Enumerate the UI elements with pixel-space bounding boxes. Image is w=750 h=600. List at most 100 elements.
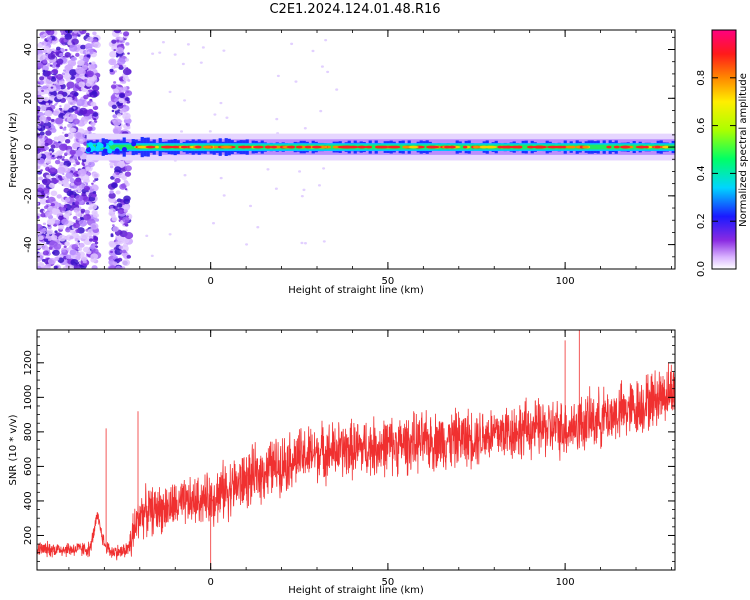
spectrogram-noise-point xyxy=(56,194,62,199)
spectrogram-noise-point xyxy=(37,266,42,269)
colorbar-tick-label: 0.2 xyxy=(696,213,707,229)
spectrogram-noise-point xyxy=(41,89,44,92)
spectrogram-noise-point xyxy=(46,263,51,268)
spectrogram-noise-point xyxy=(61,72,66,76)
spectrogram-noise-point xyxy=(44,110,53,117)
spectrogram-noise-point xyxy=(114,248,123,256)
carrier-peak-spot xyxy=(137,145,147,149)
spectrogram-noise-point xyxy=(112,226,119,232)
spectrogram-noise-point xyxy=(74,237,79,242)
spectrogram-halo-point xyxy=(335,88,339,91)
spectrogram-noise-point xyxy=(40,169,43,172)
spectrogram-noise-point xyxy=(90,118,94,121)
spectrogram-noise-point xyxy=(92,180,96,183)
spectrogram-marks xyxy=(37,30,675,269)
spectrogram-noise-point xyxy=(126,215,129,218)
carrier-peak-spot xyxy=(382,145,389,149)
spectrogram-noise-point xyxy=(45,211,51,217)
spectrogram-noise-point xyxy=(95,218,100,222)
carrier-peak-spot xyxy=(387,145,398,149)
spectrogram-noise-point xyxy=(63,115,67,119)
spectrogram-noise-point xyxy=(57,179,65,185)
spectrogram-noise-point xyxy=(69,235,74,240)
spectrogram-noise-point xyxy=(50,123,54,127)
spectrogram-noise-point xyxy=(38,176,44,181)
spectrogram-noise-point xyxy=(85,191,90,196)
spectrogram-halo-point xyxy=(161,41,165,44)
spectrogram-noise-point xyxy=(41,266,45,269)
spectrogram-noise-point xyxy=(117,58,126,66)
spectrogram-noise-point xyxy=(54,219,61,225)
carrier-peak-spot xyxy=(565,145,575,149)
spectrogram-noise-point xyxy=(109,190,114,194)
spectrogram-noise-point xyxy=(111,109,115,113)
spectrogram-noise-point xyxy=(116,161,126,169)
spectrogram-noise-point xyxy=(45,102,49,106)
spectrogram-noise-point xyxy=(37,53,46,61)
spectrogram-noise-point xyxy=(40,34,45,39)
spectrogram-noise-point xyxy=(82,259,87,264)
spectrogram-noise-point xyxy=(109,162,114,167)
spectrogram-noise-point xyxy=(117,208,125,214)
spectrogram-noise-point xyxy=(39,146,44,151)
spectrogram-noise-point xyxy=(123,198,130,205)
spectrogram-halo-point xyxy=(326,70,330,74)
spectrogram-halo-point xyxy=(322,240,326,243)
spectrogram-halo-point xyxy=(256,226,260,229)
spectrogram-noise-point xyxy=(61,33,64,36)
colorbar: 0.0 0.2 0.4 0.6 0.8 Normalized spectral ampl… xyxy=(696,29,749,277)
spectrogram-frame xyxy=(36,29,676,270)
carrier-peak-spot xyxy=(213,145,219,149)
spectrogram-noise-point xyxy=(51,208,60,215)
spectrogram-noise-point xyxy=(68,133,74,139)
spectrogram-noise-point xyxy=(76,150,83,157)
spectrogram-noise-point xyxy=(59,212,63,216)
carrier-start-knot xyxy=(85,147,91,153)
spectrogram-noise-point xyxy=(73,179,82,186)
spectrogram-noise-point xyxy=(42,222,47,226)
spectrogram-noise-point xyxy=(48,167,57,174)
spectrogram-noise-point xyxy=(92,112,99,117)
spectrogram-noise-point xyxy=(116,39,120,42)
spectrogram-noise-point xyxy=(122,216,130,223)
spectrogram-noise-point xyxy=(72,118,80,125)
spectrogram-noise-point xyxy=(45,83,51,87)
spectrogram-noise-point xyxy=(111,104,117,110)
spectrogram-noise-point xyxy=(78,219,87,227)
spectrogram-noise-point xyxy=(69,149,76,155)
carrier-peak-spot xyxy=(554,145,566,149)
spectrogram-noise-point xyxy=(59,178,63,181)
spectrogram-noise-point xyxy=(69,44,78,52)
spectrogram-noise-point xyxy=(92,105,99,111)
spectrogram-noise-point xyxy=(115,65,120,69)
spectrogram-noise-point xyxy=(88,109,94,115)
spectrogram-noise-point xyxy=(75,77,83,83)
spectrogram-noise-point xyxy=(57,166,66,174)
spectrogram-noise-point xyxy=(44,146,50,151)
carrier-peak-spot xyxy=(582,145,590,149)
spectrogram-noise-point xyxy=(39,115,47,122)
carrier-peak-spot xyxy=(606,145,612,149)
spectrogram-noise-point xyxy=(69,69,77,76)
spectrogram-noise-point xyxy=(119,183,127,190)
spectrogram-noise-point xyxy=(85,81,92,87)
snr-x-tick-label: 100 xyxy=(556,577,575,588)
carrier-peak-spot xyxy=(286,145,296,149)
spectrogram-noise-point xyxy=(89,238,94,242)
spectrogram-noise-point xyxy=(126,123,131,127)
spectrogram-noise-point xyxy=(121,259,131,266)
spectrogram-noise-point xyxy=(56,46,61,51)
spectrogram-y-axis-label: Frequency (Hz) xyxy=(8,112,19,188)
spectrogram-noise-point xyxy=(46,36,52,41)
spectrogram-noise-point xyxy=(58,234,67,242)
spectrogram-noise-point xyxy=(49,64,53,67)
carrier-start-knot xyxy=(108,140,114,146)
spectrogram-noise-point xyxy=(94,241,99,245)
spectrogram-noise-point xyxy=(86,250,92,255)
colorbar-label: Normalized spectral amplitude xyxy=(738,73,749,227)
spectrogram-noise-point xyxy=(58,141,61,144)
spectrogram-noise-point xyxy=(78,81,86,88)
spectrogram-noise-point xyxy=(70,194,75,199)
spectrogram-noise-point xyxy=(110,250,113,254)
snr-y-axis-label: SNR (10 * v/v) xyxy=(8,414,19,485)
